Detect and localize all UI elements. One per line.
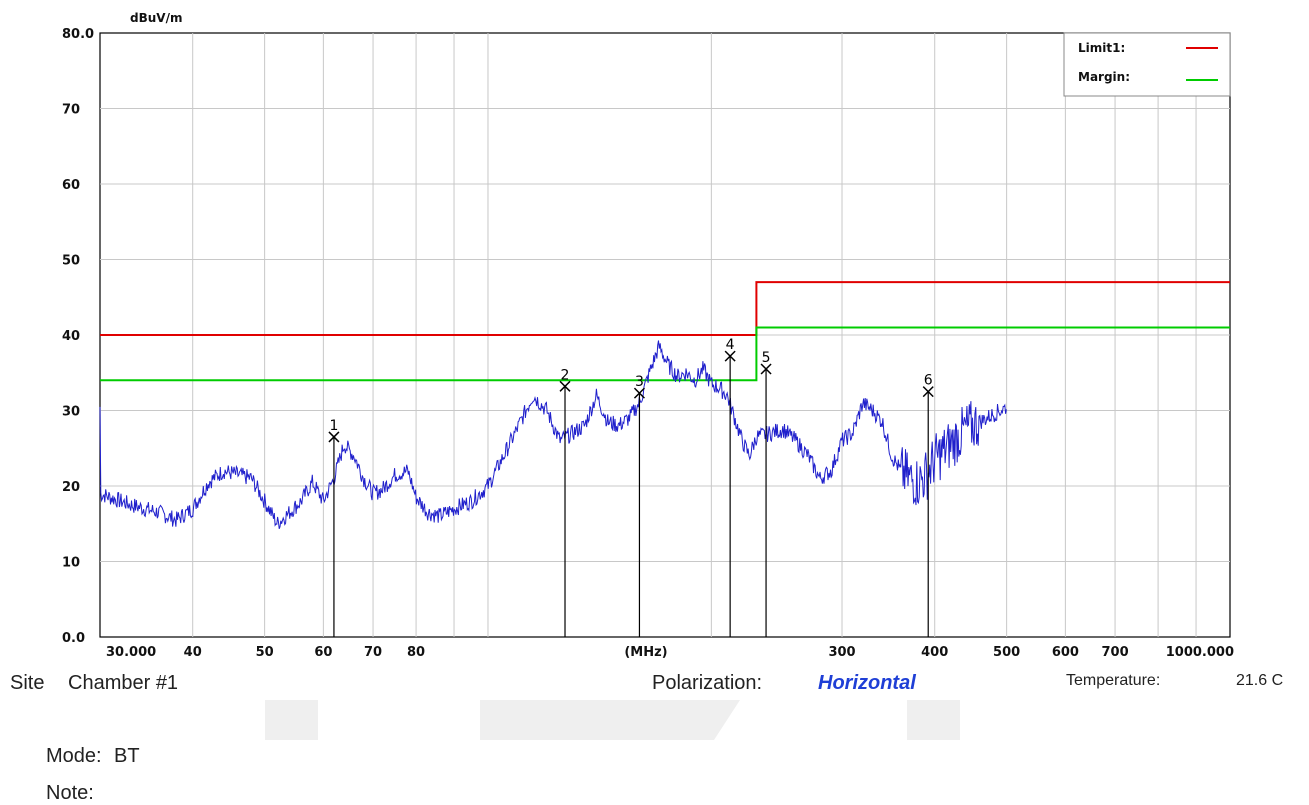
legend: Limit1: Margin:	[1063, 32, 1231, 97]
x-tick-300: 300	[828, 645, 855, 660]
legend-label-limit1: Limit1:	[1078, 41, 1125, 55]
x-tick-80: 80	[407, 645, 425, 660]
y-tick-10: 10	[62, 556, 80, 571]
y-tick-80: 80.0	[62, 27, 94, 42]
y-tick-60: 60	[62, 178, 80, 193]
x-tick-400: 400	[921, 645, 948, 660]
x-tick-60: 60	[314, 645, 332, 660]
x-tick-30: 30.000	[106, 645, 156, 660]
y-tick-0: 0.0	[62, 631, 85, 646]
x-tick-700: 700	[1101, 645, 1128, 660]
x-tick-70: 70	[364, 645, 382, 660]
y-axis-unit: dBuV/m	[130, 11, 182, 25]
x-tick-40: 40	[184, 645, 202, 660]
gray-block-1	[265, 700, 318, 740]
marker-x-6	[922, 386, 934, 398]
marker-label-3: 3	[635, 374, 644, 390]
emission-chart: Limit1: Margin: 1 2 3 4 5 6 0.0 10 20 30 40 50 60 70…	[62, 11, 1234, 660]
polarization-value: Horizontal	[818, 672, 916, 694]
marker-x-3	[633, 387, 645, 399]
x-axis-unit: (MHz)	[624, 645, 667, 660]
x-tick-50: 50	[256, 645, 274, 660]
limit-lines	[100, 281, 1230, 382]
gray-block-2	[480, 700, 740, 740]
marker-label-1: 1	[329, 418, 338, 434]
y-tick-40: 40	[62, 329, 80, 344]
marker-x-4	[724, 350, 736, 362]
measurement-trace	[99, 340, 1007, 529]
trace-line	[99, 340, 1007, 529]
temperature-label: Temperature:	[1066, 672, 1161, 689]
mode-label: Mode:	[46, 745, 102, 767]
y-tick-20: 20	[62, 480, 80, 495]
marker-label-5: 5	[762, 350, 771, 366]
margin-line	[100, 326, 1230, 382]
y-tick-50: 50	[62, 254, 80, 269]
site-value: Chamber #1	[68, 672, 179, 694]
peak-markers: 1 2 3 4 5 6	[328, 337, 934, 637]
marker-x-5	[760, 363, 772, 375]
x-tick-600: 600	[1052, 645, 1079, 660]
x-axis-ticks: 30.000 40 50 60 70 80 300 400 500 600 700 1000.000	[106, 645, 1234, 660]
x-tick-1000: 1000.000	[1166, 645, 1234, 660]
temperature-value: 21.6 C	[1236, 672, 1284, 689]
y-axis-ticks: 0.0 10 20 30 40 50 60 70 80.0	[62, 27, 94, 646]
marker-label-6: 6	[924, 373, 933, 389]
x-tick-500: 500	[993, 645, 1020, 660]
y-tick-30: 30	[62, 405, 80, 420]
marker-label-2: 2	[561, 367, 570, 383]
legend-box	[1063, 32, 1231, 97]
marker-x-2	[559, 380, 571, 392]
note-label: Note:	[46, 782, 94, 804]
y-tick-70: 70	[62, 103, 80, 118]
marker-x-1	[328, 431, 340, 443]
legend-label-margin: Margin:	[1078, 70, 1130, 84]
marker-label-4: 4	[726, 337, 735, 353]
limit1-line	[100, 281, 1230, 336]
polarization-label: Polarization:	[652, 672, 763, 694]
site-label: Site	[10, 672, 45, 694]
gray-block-3	[907, 700, 960, 740]
mode-value: BT	[114, 745, 140, 767]
